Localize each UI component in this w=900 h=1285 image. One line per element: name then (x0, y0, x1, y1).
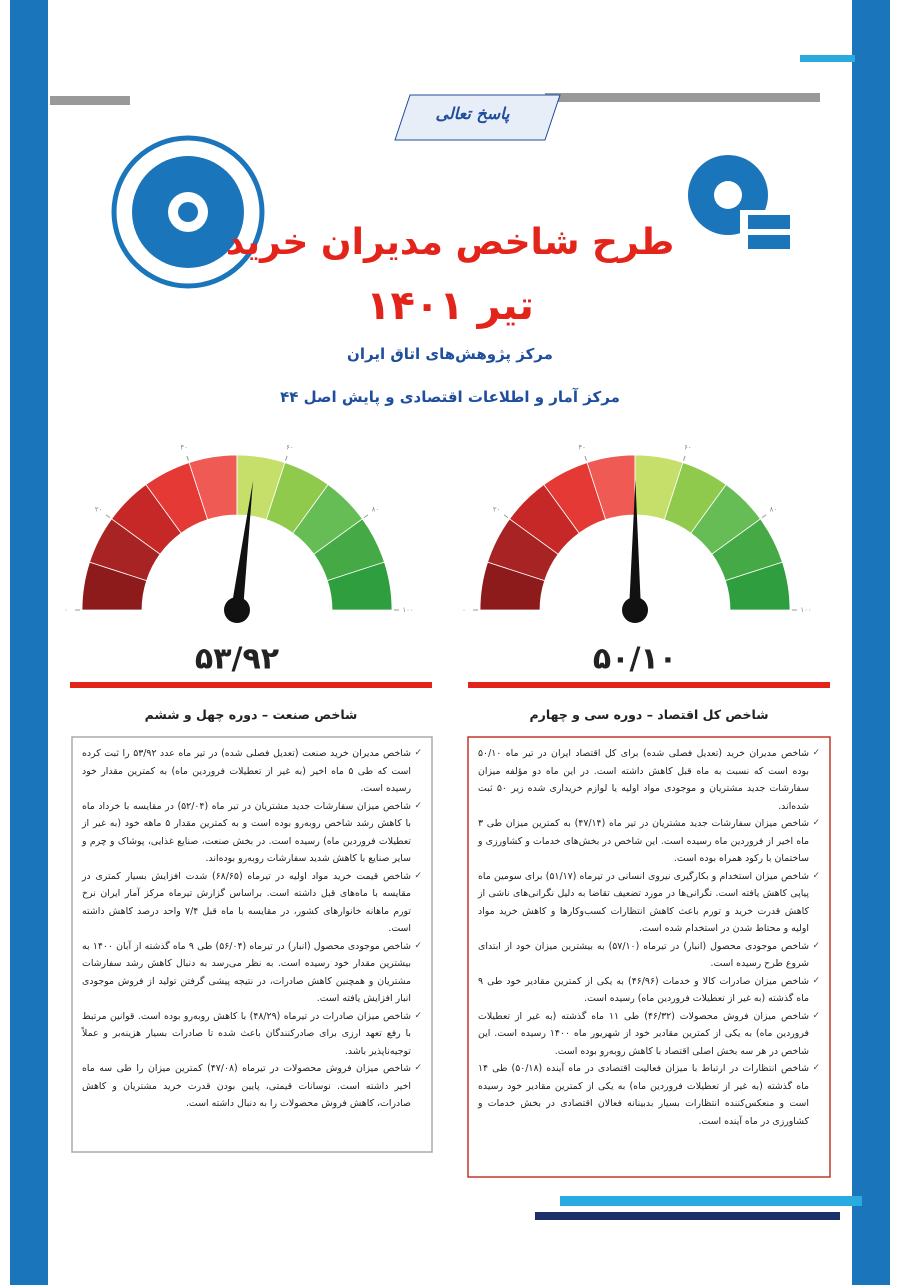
gauge-tick (105, 514, 111, 519)
gauge-hub (622, 597, 648, 623)
section-heading: شاخص کل اقتصاد – دوره سی و چهارم (529, 707, 769, 722)
gauge-tick-label: ۱۰۰ (402, 606, 413, 614)
gauge-tick-label: ۲۰ (493, 505, 501, 513)
gauge-tick-label: ۴۰ (180, 443, 188, 451)
gauge-segment (724, 561, 791, 611)
bullet-text: شاخص موجودی محصول (انبار) در تیرماه (۵۷/… (478, 938, 820, 973)
economy-box-border (467, 736, 831, 1178)
red-rule (70, 682, 432, 688)
gauge-needle (231, 480, 253, 611)
bullet-text: شاخص موجودی محصول (انبار) در تیرماه (۵۶/… (82, 938, 422, 1008)
industry-box-border (71, 736, 433, 1153)
gauge-value-label: ۵۳/۹۲ (195, 642, 279, 677)
gauge-tick-label: ۶۰ (286, 443, 294, 451)
gauge-tick (683, 455, 686, 461)
bullet-text: شاخص قیمت خرید مواد اولیه در تیرماه (۶۸/… (82, 868, 422, 938)
top-accent (800, 55, 855, 62)
bullet-text: شاخص میزان فروش محصولات در تیرماه (۴۷/۰۸… (82, 1060, 422, 1113)
gauge-needle (629, 480, 641, 611)
date: تیر ۱۴۰۱ (366, 283, 534, 329)
bullet-text: شاخص میزان فروش محصولات (۴۶/۳۲) طی ۱۱ ما… (478, 1008, 820, 1061)
gauge-hub (224, 597, 250, 623)
subtitle: مرکز آمار و اطلاعات اقتصادی و پایش اصل ۴… (280, 388, 620, 406)
bottom-bar (535, 1212, 840, 1220)
gauge-tick (503, 514, 509, 519)
tab-label: پاسخ تعالی (435, 104, 510, 123)
gray-bar (545, 93, 820, 102)
right-blue-band (852, 0, 890, 1285)
gauge-tick-label: ۸۰ (770, 505, 778, 513)
title: طرح شاخص مدیران خرید (225, 222, 675, 263)
gray-bar (50, 96, 130, 105)
bullet-text: شاخص میزان صادرات در تیرماه (۴۸/۲۹) با ک… (82, 1008, 422, 1061)
left-blue-band (10, 0, 48, 1285)
gauge-value-label: ۵۰/۱۰ (593, 642, 677, 677)
gauge-tick-label: ۰ (64, 606, 68, 614)
bullet-text: شاخص مدیران خرید صنعت (تعدیل فصلی شده) د… (82, 745, 422, 798)
industry-notes: شاخص مدیران خرید صنعت (تعدیل فصلی شده) د… (74, 739, 430, 1121)
gauge-tick (186, 455, 189, 461)
gauge-tick (761, 514, 767, 519)
bullet-text: شاخص میزان سفارشات جدید مشتریان در تیر م… (82, 798, 422, 868)
gauge-tick (285, 455, 288, 461)
economy-notes: شاخص مدیران خرید (تعدیل فصلی شده) برای ک… (470, 739, 828, 1138)
gauge-tick (363, 514, 369, 519)
bullet-text: شاخص میزان صادرات کالا و خدمات (۴۶/۹۶) ب… (478, 973, 820, 1008)
gauge-tick-label: ۱۰۰ (800, 606, 811, 614)
bullet-text: شاخص میزان استخدام و بکارگیری نیروی انسا… (478, 868, 820, 938)
gauge-tick-label: ۲۰ (95, 505, 103, 513)
gauge-tick-label: ۶۰ (684, 443, 692, 451)
tab-shape (394, 94, 561, 141)
gauge-segment (326, 561, 393, 611)
gauge-tick-label: ۸۰ (372, 505, 380, 513)
bullet-text: شاخص انتظارات در ارتباط با میزان فعالیت … (478, 1060, 820, 1130)
bottom-bar (560, 1196, 862, 1206)
section-heading: شاخص صنعت – دوره چهل و ششم (144, 707, 358, 722)
gauge-tick-label: ۴۰ (578, 443, 586, 451)
medsa-logo (688, 155, 795, 255)
bullet-text: شاخص میزان سفارشات جدید مشتریان در تیر م… (478, 815, 820, 868)
gauge-tick-label: ۰ (462, 606, 466, 614)
red-rule (468, 682, 830, 688)
gauge-tick (584, 455, 587, 461)
gauges: ۰ ۲۰ ۴۰ ۶۰ ۸۰ ۱۰۰ ۵۰/۱۰ ۰ ۲۰ ۴۰ ۶۰ ۸۰ ۱۰۰ ۵۳/۹۲ (64, 443, 812, 676)
bullet-text: شاخص مدیران خرید (تعدیل فصلی شده) برای ک… (478, 745, 820, 815)
subtitle: مرکز پژوهش‌های اتاق ایران (347, 345, 553, 363)
chamber-logo (111, 135, 265, 289)
